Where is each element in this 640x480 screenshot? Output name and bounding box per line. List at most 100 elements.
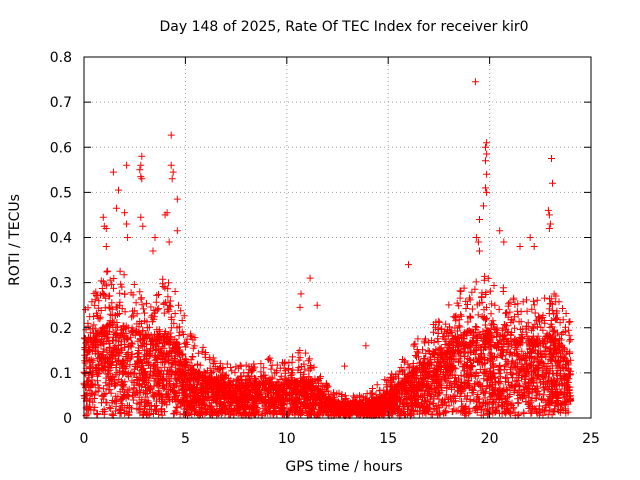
data-point [108,299,116,307]
data-point [139,335,147,343]
data-point [156,347,164,355]
data-point [153,397,160,405]
data-point [125,385,133,393]
data-point [158,343,166,351]
data-point [261,379,269,387]
data-point [268,375,276,383]
data-point [547,317,555,324]
data-point [491,301,499,309]
data-point [163,401,171,409]
data-point [159,374,167,382]
data-point [507,410,515,418]
data-point [135,393,143,401]
data-point [468,362,476,369]
data-point [450,357,458,365]
data-point [101,332,109,340]
data-point [468,288,476,296]
data-point [512,364,520,372]
data-point [455,358,462,366]
data-point [487,334,495,342]
data-point [158,392,166,400]
data-point [110,275,118,282]
data-point [272,398,280,406]
data-point [490,282,498,289]
data-point [427,411,435,419]
data-point [551,346,559,354]
data-point [549,369,557,377]
data-point [381,393,389,401]
data-point [405,373,413,381]
data-point [136,288,144,296]
data-point [484,274,492,282]
data-point [441,328,449,336]
data-point [138,371,146,379]
data-point [88,380,96,388]
data-point [504,328,512,336]
data-point [249,404,257,412]
data-point [267,365,275,373]
data-point [461,385,469,393]
data-point [493,339,501,347]
data-point [288,358,296,366]
data-point [282,367,289,375]
data-point [458,397,465,405]
data-point [160,309,168,317]
data-point [136,356,144,363]
data-point [170,381,178,389]
data-point [447,398,455,406]
data-point [243,382,251,390]
data-point [514,300,522,308]
data-point [429,350,437,358]
data-point [466,408,474,416]
data-point [231,369,239,377]
data-point [266,354,274,362]
data-point [206,356,214,364]
data-point [119,385,127,393]
data-point [404,360,412,368]
data-point [303,384,311,391]
data-point [143,333,151,341]
data-point [466,370,474,378]
data-point [559,316,567,324]
data-point [295,364,303,372]
data-point [503,386,511,393]
data-point [164,352,172,360]
data-point [554,342,562,350]
data-point [450,313,458,321]
data-point [256,391,264,399]
data-point [524,319,532,327]
data-point [122,368,130,376]
data-point [523,350,531,357]
data-point [429,367,437,375]
data-point [296,347,304,354]
data-point [507,381,515,389]
data-point [127,289,135,297]
data-point [155,291,162,298]
data-point [276,364,284,372]
data-point [464,318,472,326]
data-point [191,375,199,383]
data-point [182,377,190,385]
data-point [214,366,222,374]
data-point [85,346,93,354]
data-point [113,361,120,369]
data-point [115,310,123,317]
data-point [245,411,253,419]
data-point [124,387,132,395]
data-point [178,328,186,336]
data-point [435,404,443,412]
data-point [559,305,566,312]
data-point [448,349,456,357]
data-point [520,383,528,391]
data-point [147,303,155,311]
data-point [551,331,559,339]
data-point [178,367,186,375]
data-point [280,360,288,368]
data-point [533,382,541,390]
data-point [235,405,243,413]
data-point [203,378,211,385]
data-point [542,348,550,356]
data-point [468,305,476,313]
data-point [236,393,244,401]
data-point [480,389,488,397]
